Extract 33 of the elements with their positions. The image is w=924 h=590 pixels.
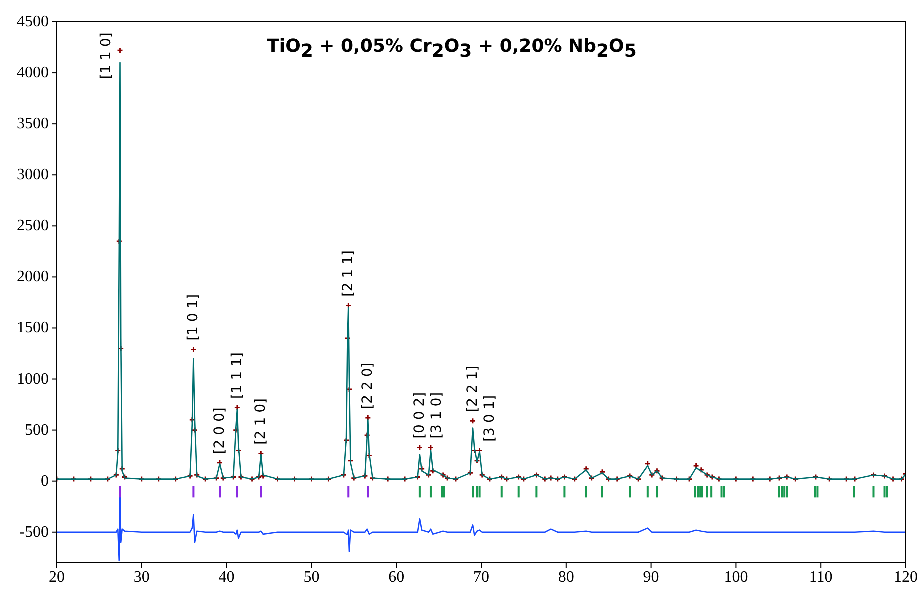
- y-tick-label: 3500: [17, 116, 49, 133]
- annotation: [0 0 2]: [412, 392, 428, 439]
- annotation: [1 1 0]: [98, 32, 114, 80]
- y-tick-label: 4000: [17, 64, 49, 82]
- y-tick-label: 1500: [17, 320, 49, 337]
- x-tick-label: 60: [388, 569, 405, 586]
- y-tick-label: 2000: [17, 268, 49, 286]
- annotation: [2 2 1]: [465, 366, 482, 412]
- x-tick-label: 40: [218, 569, 235, 586]
- y-tick-label: 0: [41, 472, 49, 490]
- y-tick-label: 500: [25, 422, 49, 439]
- annotation: [1 0 1]: [186, 294, 202, 341]
- annotation: [2 2 0]: [360, 362, 376, 410]
- x-tick-label: 120: [894, 569, 918, 586]
- x-tick-label: 80: [558, 569, 574, 586]
- annotation: [3 0 1]: [482, 395, 498, 442]
- y-tick-label: -500: [20, 524, 49, 541]
- x-tick-label: 20: [49, 569, 65, 586]
- y-tick-label: 3000: [17, 166, 49, 184]
- annotation: [2 0 0]: [212, 408, 228, 454]
- x-tick-label: 100: [724, 569, 748, 586]
- annotation: [2 1 0]: [253, 398, 270, 446]
- annotation: [2 1 1]: [340, 250, 357, 298]
- y-tick-label: 1000: [17, 370, 49, 388]
- x-tick-label: 110: [809, 569, 833, 586]
- x-tick-label: 70: [474, 569, 490, 586]
- annotation: [1 1 1]: [229, 352, 246, 400]
- x-tick-label: 30: [134, 569, 150, 586]
- y-tick-label: 2500: [17, 218, 49, 235]
- y-tick-label: 4500: [17, 14, 49, 30]
- x-tick-label: 50: [304, 569, 320, 586]
- x-tick-label: 90: [643, 569, 660, 586]
- annotation: [3 1 0]: [428, 392, 445, 439]
